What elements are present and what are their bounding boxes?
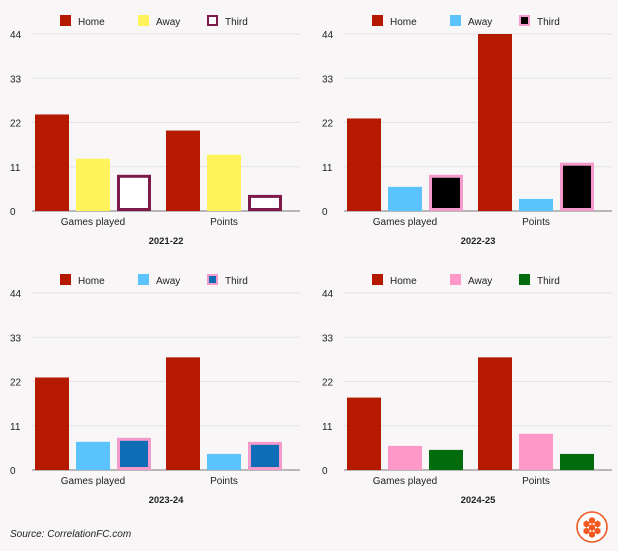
legend-label-away: Away	[468, 276, 492, 287]
bar-third-points	[560, 453, 594, 470]
bar-home-points	[478, 34, 512, 211]
legend-label-home: Home	[78, 276, 105, 287]
legend-swatch-third	[207, 15, 218, 26]
legend-label-home: Home	[390, 276, 417, 287]
bar-home-points	[166, 357, 200, 470]
chart-panel-2024-25: 0 11 22 33 44 Home Away Third Games played Points…	[322, 274, 612, 506]
legend-label-third: Third	[537, 276, 560, 287]
bar-home-games-played	[35, 377, 69, 470]
bar-third-points	[248, 441, 282, 471]
legend-label-home: Home	[390, 17, 417, 28]
y-tick-label: 11	[10, 422, 21, 433]
y-tick-label: 33	[322, 333, 334, 344]
y-tick-label: 44	[10, 289, 22, 300]
y-tick-label: 44	[322, 289, 334, 300]
bar-home-points	[478, 357, 512, 470]
bar-home-games-played	[35, 114, 69, 211]
x-tick-label: Points	[210, 217, 238, 228]
bar-third-points	[248, 194, 282, 211]
legend-swatch-home	[60, 15, 71, 26]
legend-label-third: Third	[225, 17, 248, 28]
legend-label-away: Away	[156, 17, 180, 28]
legend-swatch-away	[450, 15, 461, 26]
chart-title: 2023-24	[149, 495, 185, 506]
y-tick-label: 0	[322, 207, 328, 218]
chart-panel-2021-22: 0 11 22 33 44 Home Away Third Games played Points…	[10, 15, 300, 247]
bar-third-points	[560, 162, 594, 212]
legend-swatch-away	[138, 15, 149, 26]
y-tick-label: 22	[10, 378, 22, 389]
chart-title: 2021-22	[149, 236, 184, 247]
legend-label-away: Away	[156, 276, 180, 287]
x-tick-label: Games played	[373, 476, 437, 487]
y-tick-label: 22	[10, 119, 22, 130]
bar-home-points	[166, 130, 200, 211]
x-tick-label: Games played	[373, 217, 437, 228]
y-tick-label: 33	[10, 74, 22, 85]
source-note: Source: CorrelationFC.com	[10, 529, 132, 540]
bar-away-games-played	[388, 186, 422, 211]
legend-label-home: Home	[78, 17, 105, 28]
bar-away-games-played	[388, 445, 422, 470]
chart-title: 2024-25	[461, 495, 497, 506]
x-tick-label: Points	[522, 476, 550, 487]
y-tick-label: 33	[10, 333, 22, 344]
y-tick-label: 22	[322, 378, 334, 389]
legend-label-third: Third	[225, 276, 248, 287]
x-tick-label: Games played	[61, 476, 125, 487]
y-tick-label: 11	[322, 163, 333, 174]
bar-away-points	[207, 154, 241, 211]
legend-label-third: Third	[537, 17, 560, 28]
bar-away-points	[519, 198, 553, 211]
y-tick-label: 11	[10, 163, 21, 174]
legend-swatch-home	[60, 274, 71, 285]
y-tick-label: 0	[322, 466, 328, 477]
chart-panel-2022-23: 0 11 22 33 44 Home Away Third Games played Points…	[322, 15, 612, 247]
y-tick-label: 11	[322, 422, 333, 433]
legend-swatch-away	[138, 274, 149, 285]
legend-swatch-home	[372, 274, 383, 285]
chart-title: 2022-23	[461, 236, 496, 247]
bar-away-points	[207, 453, 241, 470]
legend-swatch-third	[207, 274, 218, 285]
bar-away-points	[519, 433, 553, 470]
legend-swatch-third	[519, 15, 530, 26]
chart-panel-2023-24: 0 11 22 33 44 Home Away Third Games played Points…	[10, 274, 300, 506]
bar-home-games-played	[347, 397, 381, 470]
bar-home-games-played	[347, 118, 381, 211]
y-tick-label: 22	[322, 119, 334, 130]
legend-swatch-away	[450, 274, 461, 285]
x-tick-label: Points	[210, 476, 238, 487]
hexagon-logo-icon	[576, 511, 608, 543]
legend-swatch-home	[372, 15, 383, 26]
bar-third-games-played	[429, 174, 463, 211]
y-tick-label: 33	[322, 74, 334, 85]
y-tick-label: 44	[322, 30, 334, 41]
x-tick-label: Games played	[61, 217, 125, 228]
y-tick-label: 44	[10, 30, 22, 41]
bar-third-games-played	[429, 449, 463, 470]
bar-away-games-played	[76, 158, 110, 211]
bar-away-games-played	[76, 441, 110, 470]
bar-third-games-played	[117, 437, 151, 470]
bar-third-games-played	[117, 174, 151, 211]
x-tick-label: Points	[522, 217, 550, 228]
legend-swatch-third	[519, 274, 530, 285]
y-tick-label: 0	[10, 466, 16, 477]
legend-label-away: Away	[468, 17, 492, 28]
y-tick-label: 0	[10, 207, 16, 218]
